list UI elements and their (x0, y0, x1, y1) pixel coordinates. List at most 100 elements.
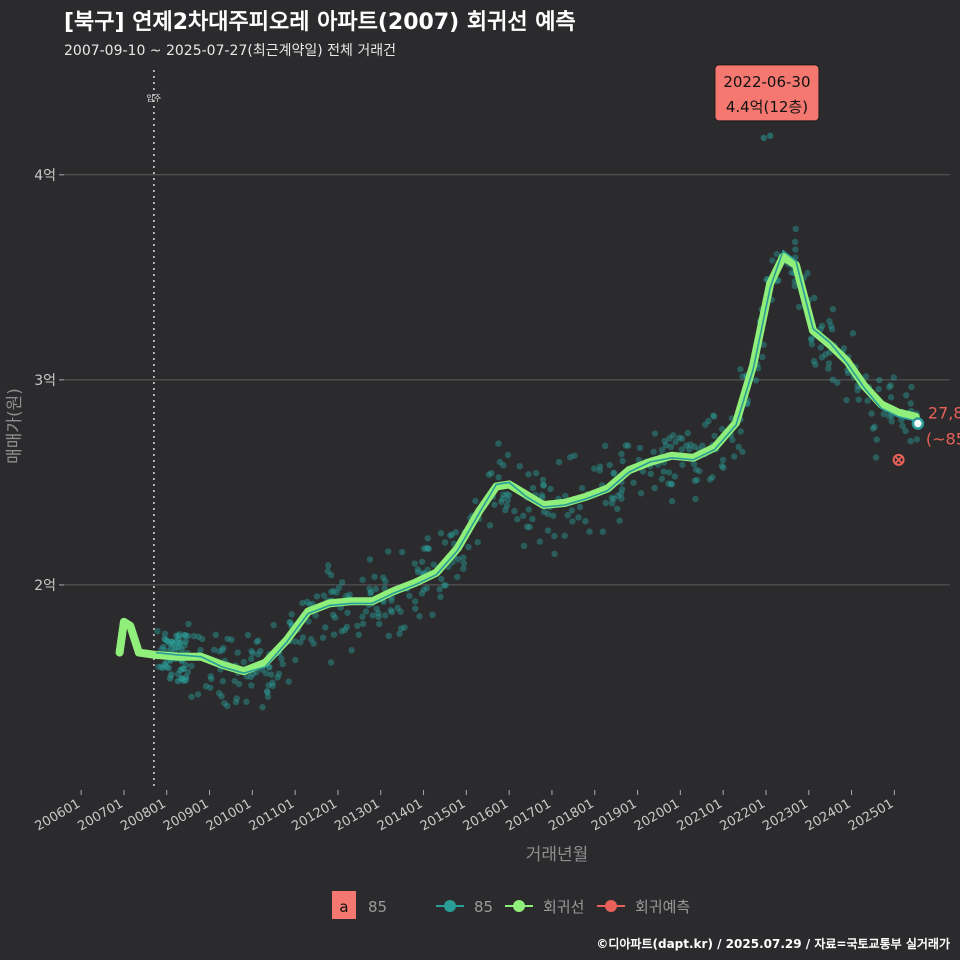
scatter-point (902, 427, 909, 435)
scatter-point (333, 589, 340, 596)
scatter-point (264, 693, 272, 701)
scatter-point (827, 322, 835, 330)
scatter-point (862, 373, 870, 380)
scatter-point (671, 473, 679, 480)
scatter-point (731, 453, 738, 460)
scatter-point (219, 647, 226, 654)
scatter-point (505, 491, 513, 499)
scatter-point (818, 322, 826, 329)
scatter-point (608, 499, 616, 507)
scatter-point (292, 656, 299, 664)
scatter-point (420, 586, 428, 593)
scatter-point (278, 655, 285, 662)
scatter-point (511, 507, 518, 515)
scatter-point (310, 640, 317, 647)
scatter-point (472, 497, 479, 505)
scatter-point (500, 462, 507, 469)
scatter-point (503, 502, 511, 509)
scatter-point (491, 501, 498, 508)
chart-title: [북구] 연제2차대주피오레 아파트(2007) 회귀선 예측 (64, 10, 576, 35)
scatter-point (525, 471, 532, 478)
scatter-point (247, 673, 254, 681)
scatter-point (702, 421, 709, 428)
scatter-point (709, 474, 716, 481)
scatter-point (372, 585, 380, 593)
scatter-point (873, 436, 880, 443)
scatter-point (705, 417, 712, 425)
scatter-point (397, 608, 404, 615)
chart-subtitle: 2007-09-10 ~ 2025-07-27(최근계약일) 전체 거래건 (64, 43, 396, 59)
scatter-point (907, 400, 914, 407)
scatter-point (791, 238, 799, 246)
scatter-point (551, 550, 558, 558)
scatter-point (330, 587, 337, 595)
x-tick-label: 201601 (461, 796, 511, 834)
scatter-point (825, 365, 832, 372)
scatter-point (843, 396, 850, 404)
scatter-point (540, 508, 548, 516)
scatter-point (381, 612, 389, 619)
scatter-point (739, 373, 746, 380)
scatter-point (313, 593, 321, 600)
scatter-point (195, 633, 202, 640)
scatter-point (331, 614, 339, 621)
scatter-point (586, 528, 593, 535)
scatter-point (320, 592, 328, 599)
scatter-point (502, 506, 509, 514)
scatter-point (668, 480, 675, 487)
scatter-point (658, 446, 666, 454)
scatter-point (808, 341, 816, 348)
scatter-point (711, 432, 718, 440)
scatter-point (448, 531, 455, 538)
scatter-point (661, 437, 668, 445)
scatter-point (718, 462, 726, 470)
scatter-point (636, 444, 644, 452)
x-tick-label: 201301 (332, 796, 382, 834)
scatter-point (424, 535, 431, 542)
scatter-point (180, 665, 187, 673)
scatter-point (397, 625, 405, 632)
scatter-point (215, 690, 223, 697)
scatter-point (219, 678, 227, 685)
scatter-point (190, 632, 198, 640)
scatter-point (194, 691, 202, 698)
scatter-point (555, 458, 563, 466)
scatter-point (160, 643, 167, 651)
scatter-point (538, 492, 546, 499)
scatter-point (614, 492, 622, 499)
scatter-point (367, 590, 374, 597)
scatter-point (696, 468, 703, 475)
scatter-point (872, 454, 880, 461)
scatter-point (324, 568, 332, 575)
scatter-point (185, 620, 192, 628)
scatter-point (429, 611, 436, 619)
scatter-point (218, 693, 225, 700)
scatter-point (299, 599, 306, 607)
scatter-point (355, 631, 362, 638)
x-tick-label: 201201 (289, 796, 339, 834)
scatter-point (221, 700, 228, 707)
legend: a 85 85 회귀선 회귀예측 (332, 891, 690, 919)
scatter-point (651, 430, 659, 437)
scatter-point (188, 693, 195, 700)
scatter-point (676, 434, 683, 442)
scatter-point (274, 674, 281, 681)
scatter-point (285, 678, 292, 685)
scatter-point (412, 605, 419, 612)
scatter-point (532, 469, 540, 477)
scatter-point (887, 394, 895, 401)
scatter-point (335, 584, 343, 592)
scatter-point (460, 554, 467, 561)
scatter-point (829, 305, 837, 313)
scatter-point (455, 556, 462, 563)
annotation-date: 2022-06-30 (723, 73, 810, 91)
scatter-point (178, 675, 185, 682)
scatter-point (269, 682, 276, 690)
scatter-point (288, 611, 295, 618)
latest-price-label: 27,871 (928, 404, 960, 423)
scatter-point (792, 246, 799, 253)
scatter-point (665, 480, 672, 487)
scatter-point (668, 481, 675, 488)
scatter-point (303, 598, 311, 606)
scatter-point (523, 523, 531, 530)
